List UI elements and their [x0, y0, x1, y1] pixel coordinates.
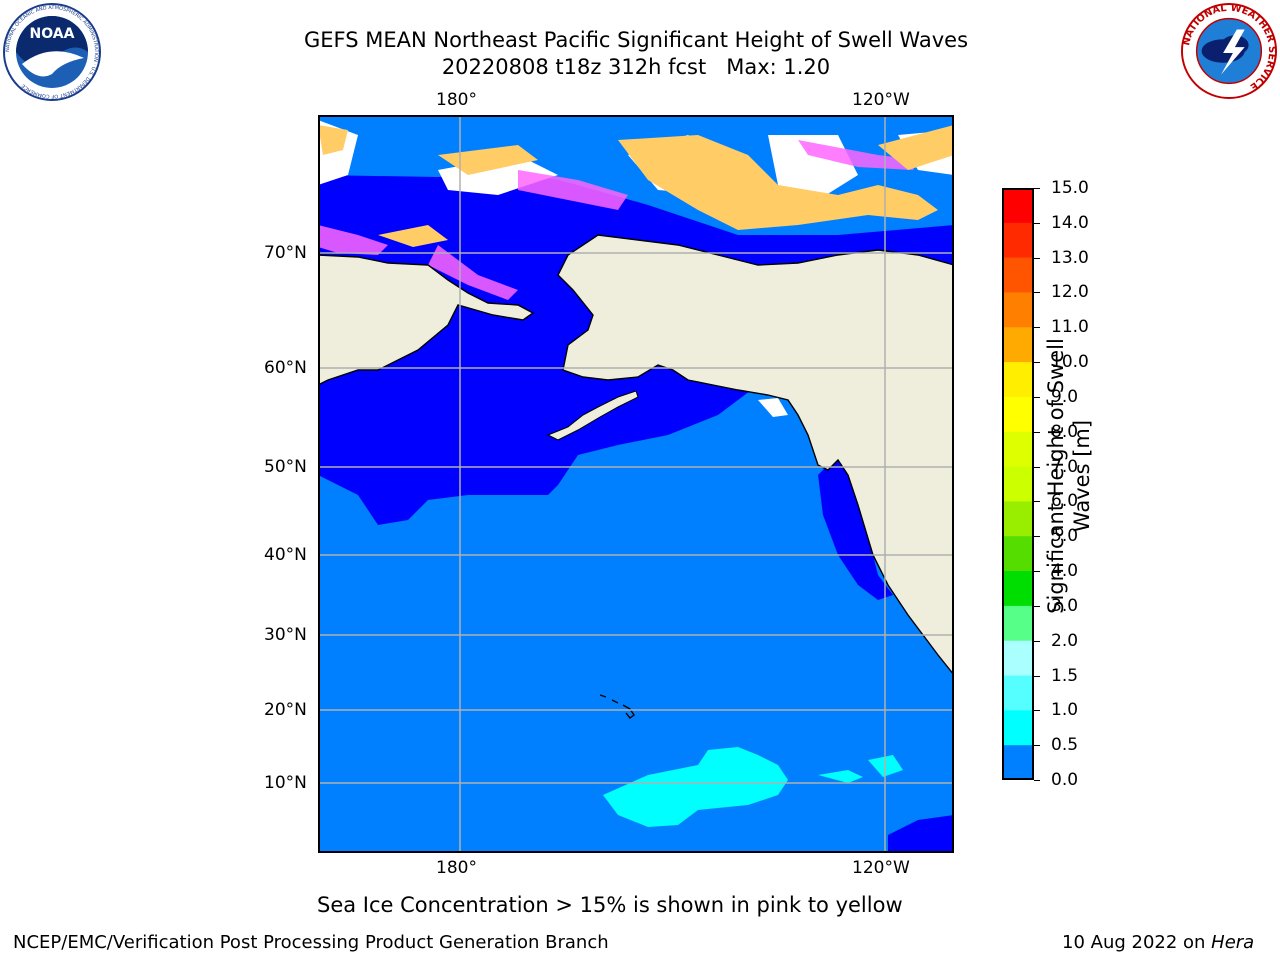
graticule	[318, 115, 954, 853]
swell-height-map	[318, 115, 954, 853]
lat-label-30n: 30°N	[264, 625, 307, 645]
lon-label-bottom-180: 180°	[436, 858, 477, 878]
colorbar-band	[1002, 396, 1034, 433]
colorbar-tick-mark	[1034, 257, 1040, 259]
chart-subtitle: 20220808 t18z 312h fcst Max: 1.20	[441, 55, 831, 79]
colorbar-tick-label: 10.0	[1051, 352, 1089, 373]
colorbar-band	[1002, 501, 1034, 537]
colorbar-tick-mark	[1034, 605, 1040, 607]
colorbar-tick-label: 7.0	[1051, 456, 1079, 477]
colorbar-tick-label: 1.5	[1051, 665, 1079, 686]
colorbar-tick-label: 4.0	[1051, 561, 1079, 582]
nws-logo-icon: NATIONAL WEATHER SERVICE	[1180, 3, 1277, 100]
colorbar-band	[1002, 640, 1034, 677]
lat-label-70n: 70°N	[264, 243, 307, 263]
lat-label-20n: 20°N	[264, 700, 307, 720]
colorbar-tick-label: 14.0	[1051, 212, 1089, 233]
colorbar	[1002, 188, 1034, 780]
colorbar-tick-label: 8.0	[1051, 421, 1079, 442]
colorbar-band	[1002, 431, 1034, 468]
colorbar-tick-label: 11.0	[1051, 317, 1089, 338]
land-north-america	[557, 234, 954, 677]
ocean-swell-1-1-5-patch	[603, 747, 903, 827]
svg-text:NOAA: NOAA	[30, 26, 75, 42]
lat-label-50n: 50°N	[264, 457, 307, 477]
colorbar-band	[1002, 605, 1034, 642]
footer-host: Hera	[1211, 932, 1255, 953]
colorbar-tick-label: 5.0	[1051, 526, 1079, 547]
map-frame	[318, 115, 954, 853]
colorbar-band	[1002, 362, 1034, 398]
colorbar-tick-label: 0.5	[1051, 735, 1079, 756]
colorbar-band	[1002, 571, 1034, 607]
colorbar-tick-mark	[1034, 571, 1040, 573]
colorbar-band	[1002, 536, 1034, 572]
chart-title: GEFS MEAN Northeast Pacific Significant …	[303, 28, 969, 52]
colorbar-band	[1002, 675, 1034, 711]
colorbar-band	[1002, 292, 1034, 328]
footer-credit: NCEP/EMC/Verification Post Processing Pr…	[13, 932, 609, 953]
colorbar-tick-label: 6.0	[1051, 491, 1079, 512]
sea-ice-caption: Sea Ice Concentration > 15% is shown in …	[317, 893, 903, 917]
colorbar-tick-mark	[1034, 431, 1040, 433]
land-hawaii	[599, 694, 635, 719]
colorbar-tick-label: 1.0	[1051, 700, 1079, 721]
colorbar-tick-mark	[1034, 466, 1040, 468]
colorbar-band	[1002, 222, 1034, 259]
colorbar-tick-label: 15.0	[1051, 178, 1089, 198]
colorbar-tick-mark	[1034, 188, 1040, 189]
footer-date-text: 10 Aug 2022 on	[1062, 932, 1212, 953]
colorbar-tick-mark	[1034, 780, 1040, 781]
colorbar-tick-mark	[1034, 640, 1040, 642]
land-aleutians	[546, 390, 639, 441]
colorbar-tick-mark	[1034, 675, 1040, 677]
colorbar-tick-label: 3.0	[1051, 595, 1079, 616]
lon-label-bottom-120w: 120°W	[852, 858, 910, 878]
colorbar-band	[1002, 466, 1034, 502]
colorbar-tick-mark	[1034, 501, 1040, 503]
colorbar-tick-mark	[1034, 327, 1040, 329]
lat-label-10n: 10°N	[264, 773, 307, 793]
noaa-logo-icon: NOAA NATIONAL OCEANIC AND ATMOSPHERIC AD…	[3, 3, 101, 101]
colorbar-title: Significant Height of Swell Waves [m]	[1044, 338, 1094, 614]
colorbar-tick-mark	[1034, 222, 1040, 224]
colorbar-band	[1002, 327, 1034, 363]
colorbar-band	[1002, 710, 1034, 746]
colorbar-tick-mark	[1034, 536, 1040, 538]
colorbar-tick-mark	[1034, 362, 1040, 364]
colorbar-tick-label: 9.0	[1051, 386, 1079, 407]
colorbar-tick-label: 13.0	[1051, 247, 1089, 268]
lon-label-top-120w: 120°W	[852, 90, 910, 110]
colorbar-band	[1002, 257, 1034, 293]
ocean-low-swell-coast	[818, 455, 893, 600]
lat-label-40n: 40°N	[264, 545, 307, 565]
colorbar-band	[1002, 188, 1034, 224]
sea-ice-orange	[318, 125, 954, 247]
footer-date: 10 Aug 2022 on Hera	[1062, 932, 1254, 954]
colorbar-tick-mark	[1034, 710, 1040, 712]
colorbar-band	[1002, 745, 1034, 780]
colorbar-tick-mark	[1034, 745, 1040, 747]
colorbar-tick-label: 12.0	[1051, 282, 1089, 303]
land-siberia	[318, 254, 535, 386]
lat-label-60n: 60°N	[264, 358, 307, 378]
colorbar-tick-label: 0.0	[1051, 770, 1079, 790]
colorbar-tick-label: 2.0	[1051, 630, 1079, 651]
colorbar-tick-mark	[1034, 292, 1040, 294]
colorbar-frame	[1002, 188, 1034, 780]
colorbar-tick-mark	[1034, 396, 1040, 398]
lon-label-top-180: 180°	[436, 90, 477, 110]
sea-ice-pink	[318, 140, 918, 300]
ocean-low-swell-sw	[888, 815, 954, 853]
